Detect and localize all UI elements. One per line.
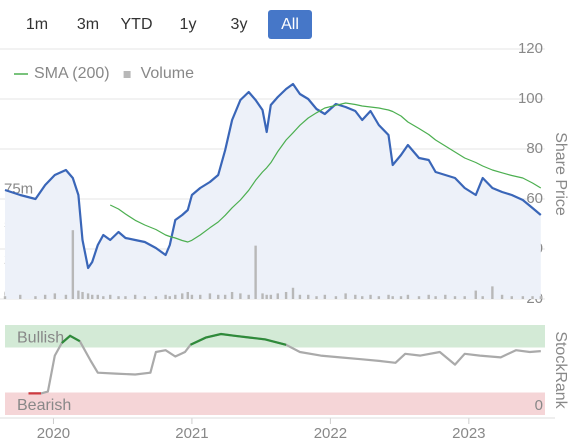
volume-bar	[291, 287, 295, 299]
volume-bar	[64, 294, 68, 299]
volume-bar	[117, 296, 120, 299]
volume-bar	[109, 294, 112, 299]
volume-bar	[521, 296, 525, 299]
volume-bar	[284, 291, 288, 299]
y-axis-label: StockRank	[552, 331, 569, 409]
volume-bar	[254, 245, 257, 299]
volume-bar	[269, 294, 273, 299]
volume-bar	[453, 296, 457, 299]
volume-bar	[354, 294, 357, 299]
volume-bar	[53, 293, 57, 299]
volume-bar	[164, 294, 167, 299]
volume-bar	[417, 296, 421, 299]
volume-bar	[427, 294, 430, 299]
volume-bar	[230, 291, 234, 299]
volume-bar	[387, 294, 390, 299]
volume-bar	[298, 294, 302, 299]
band-label: Bearish	[17, 397, 71, 414]
volume-bar	[276, 293, 279, 299]
volume-bar	[377, 296, 381, 299]
y-tick-label: 120	[518, 40, 543, 57]
y-tick-label: 0	[535, 397, 543, 414]
volume-bar	[91, 294, 94, 299]
volume-bar	[217, 294, 220, 299]
volume-bar	[174, 294, 177, 299]
x-tick-label: 2021	[175, 425, 208, 442]
volume-bar	[190, 294, 194, 299]
x-tick-label: 2023	[452, 425, 485, 442]
volume-bar	[208, 293, 212, 299]
y-tick-label: 80	[526, 140, 543, 157]
volume-bar	[71, 230, 75, 299]
volume-bar	[19, 294, 22, 299]
volume-bar	[361, 296, 364, 299]
volume-bar	[133, 294, 137, 299]
band	[5, 392, 545, 415]
volume-bar	[261, 293, 264, 299]
line	[109, 102, 542, 243]
range-button[interactable]: 1m	[25, 16, 49, 33]
volume-bar	[186, 291, 189, 299]
range-button[interactable]: YTD	[120, 16, 153, 33]
volume-bar	[323, 294, 327, 299]
range-button[interactable]: 3y	[230, 16, 248, 33]
volume-bar	[223, 294, 227, 299]
volume-bar	[81, 291, 84, 299]
volume-bar	[102, 296, 105, 299]
legend-swatch	[123, 71, 131, 78]
volume-bar	[247, 294, 250, 299]
volume-bar	[34, 296, 37, 299]
volume-bar	[334, 296, 338, 299]
volume-bar	[399, 296, 403, 299]
volume-bar	[539, 296, 543, 299]
range-button[interactable]: 1y	[179, 16, 197, 33]
volume-bar	[315, 296, 318, 299]
area	[5, 84, 541, 299]
volume-bar	[369, 294, 372, 299]
volume-bar	[199, 294, 202, 299]
volume-bar	[444, 294, 447, 299]
volume-bar	[124, 296, 127, 299]
band	[5, 325, 545, 348]
volume-bar	[168, 296, 171, 299]
y-tick-label: 100	[518, 90, 543, 107]
volume-bar	[181, 293, 184, 299]
volume-bar	[344, 293, 347, 299]
volume-bar	[406, 294, 410, 299]
volume-bar	[474, 290, 477, 299]
range-button[interactable]: 3m	[76, 16, 100, 33]
volume-bar	[307, 294, 310, 299]
volume-bar	[510, 296, 513, 299]
volume-bar	[491, 286, 494, 299]
volume-bar	[3, 296, 7, 299]
volume-bar	[86, 293, 90, 299]
volume-bar	[239, 293, 242, 299]
x-tick-label: 2020	[37, 425, 70, 442]
band-label: Bullish	[17, 329, 64, 346]
range-button[interactable]: All	[268, 10, 312, 39]
volume-bar	[143, 296, 147, 299]
volume-bar	[531, 296, 534, 299]
zone-line	[61, 332, 287, 346]
volume-bar	[500, 294, 504, 299]
volume-bar	[481, 296, 484, 299]
volume-bar	[265, 294, 268, 299]
y-tick-label: 60	[526, 190, 543, 207]
volume-bar	[434, 296, 437, 299]
volume-bar	[154, 296, 158, 299]
volume-bar	[463, 296, 466, 299]
volume-bar	[96, 294, 99, 299]
volume-bar	[77, 290, 80, 299]
volume-bar	[391, 296, 394, 299]
line	[4, 82, 542, 270]
legend-label: SMA (200)	[34, 65, 110, 82]
volume-bar	[43, 294, 47, 299]
x-tick-label: 2022	[314, 425, 347, 442]
y-axis-label: Share Price	[552, 132, 569, 216]
legend-label: Volume	[141, 65, 194, 82]
